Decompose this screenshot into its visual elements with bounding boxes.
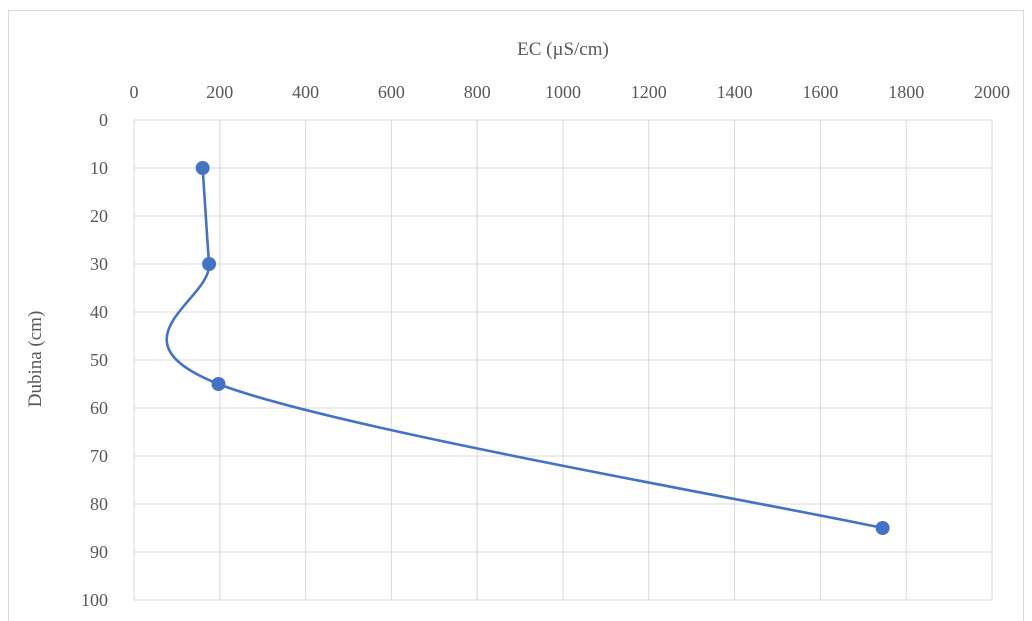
y-tick-label: 0 [99, 110, 108, 130]
x-tick-label: 1000 [545, 82, 581, 102]
y-tick-label: 30 [90, 254, 108, 274]
y-axis-title: Dubina (cm) [25, 311, 46, 408]
x-tick-label: 1400 [717, 82, 753, 102]
y-tick-label: 70 [90, 446, 108, 466]
y-tick-label: 60 [90, 398, 108, 418]
x-tick-label: 600 [378, 82, 405, 102]
x-tick-label: 200 [206, 82, 233, 102]
data-point [195, 161, 210, 175]
x-tick-label: 1800 [888, 82, 924, 102]
y-tick-label: 80 [90, 494, 108, 514]
x-tick-label: 800 [464, 82, 491, 102]
y-tick-label: 40 [90, 302, 108, 322]
y-tick-label: 10 [90, 158, 108, 178]
y-axis-ticks: 0 10 20 30 40 50 60 70 80 90 100 [81, 110, 108, 610]
x-tick-label: 0 [130, 82, 139, 102]
x-axis-ticks: 0 200 400 600 800 1000 1200 1400 1600 1800 2000 [130, 82, 1011, 102]
data-point [875, 521, 890, 535]
data-point [202, 257, 217, 271]
x-tick-label: 1600 [802, 82, 838, 102]
y-tick-label: 50 [90, 350, 108, 370]
y-tick-label: 100 [81, 590, 108, 610]
x-tick-label: 1200 [631, 82, 667, 102]
series-line [165, 166, 884, 530]
grid [133, 119, 993, 601]
y-tick-label: 90 [90, 542, 108, 562]
chart-frame [8, 10, 1024, 621]
data-point [211, 377, 226, 391]
y-tick-label: 20 [90, 206, 108, 226]
x-axis-title: EC (µS/cm) [517, 39, 609, 60]
series-layer [165, 161, 890, 535]
x-tick-label: 400 [292, 82, 319, 102]
x-tick-label: 2000 [974, 82, 1010, 102]
